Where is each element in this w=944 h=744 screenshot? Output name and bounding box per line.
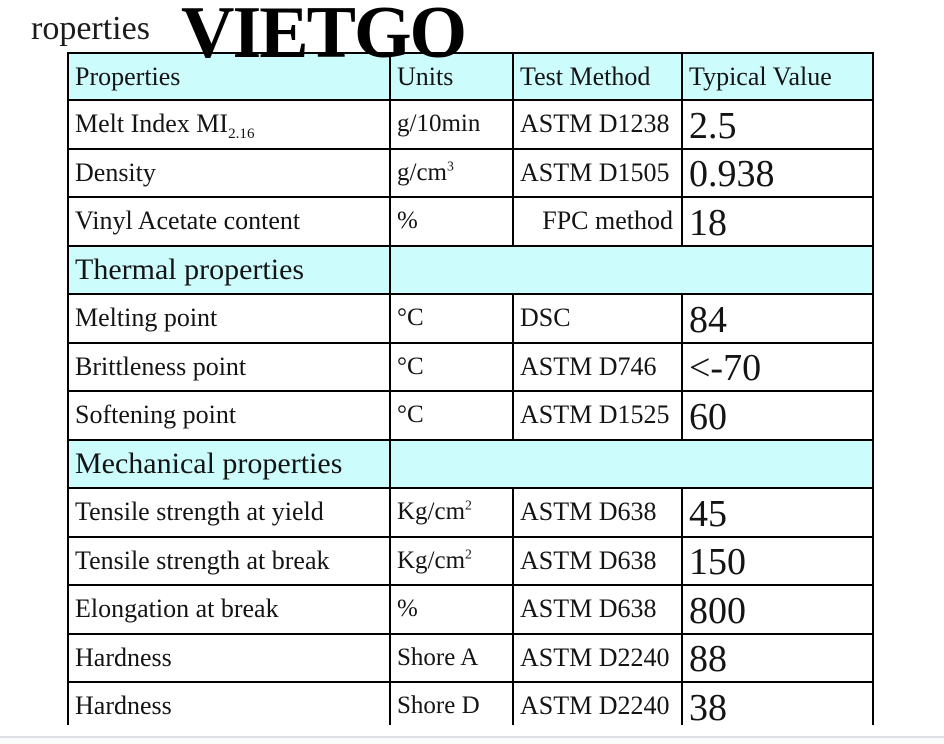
typical-value-cell: 60: [681, 390, 874, 441]
units-cell: Shore A: [389, 632, 514, 683]
units-cell: Shore D: [389, 681, 514, 725]
test-method-cell: ASTM D1505: [512, 147, 683, 198]
units-cell: g/cm3: [389, 147, 514, 198]
typical-value-cell: 84: [681, 293, 874, 344]
test-method-cell: FPC method: [512, 196, 683, 247]
property-cell: Tensile strength at yield: [67, 487, 391, 538]
test-method-cell: ASTM D638: [512, 487, 683, 538]
column-header-test-method: Test Method: [512, 52, 683, 101]
typical-value-cell: 150: [681, 535, 874, 586]
units-cell: %: [389, 584, 514, 635]
table-row: Melt Index MI2.16 g/10min ASTM D1238 2.5: [67, 99, 874, 150]
property-cell: Melt Index MI2.16: [67, 99, 391, 150]
test-method-cell: ASTM D638: [512, 535, 683, 586]
column-header-properties: Properties: [67, 52, 391, 101]
properties-table-container: Properties Units Test Method Typical Value …: [67, 52, 875, 725]
test-method-cell: ASTM D2240: [512, 632, 683, 683]
test-method-cell: DSC: [512, 293, 683, 344]
subscript: 2.16: [228, 126, 255, 143]
table-row: Tensile strength at break Kg/cm2 ASTM D638…: [67, 535, 874, 586]
typical-value-cell: 800: [681, 584, 874, 635]
test-method-cell: ASTM D746: [512, 341, 683, 392]
typical-value-cell: <-70: [681, 341, 874, 392]
test-method-cell: ASTM D1238: [512, 99, 683, 150]
table-row: Elongation at break% ASTM D638 800: [67, 584, 874, 635]
typical-value-cell: 88: [681, 632, 874, 683]
superscript: 3: [447, 158, 454, 174]
superscript: 2: [465, 497, 472, 513]
superscript: 2: [465, 546, 472, 562]
table-row: Density g/cm3 ASTM D1505 0.938: [67, 147, 874, 198]
table-row: Tensile strength at yield Kg/cm2 ASTM D638…: [67, 487, 874, 538]
property-cell: Hardness: [67, 681, 391, 725]
property-cell: Elongation at break: [67, 584, 391, 635]
property-cell: Tensile strength at break: [67, 535, 391, 586]
test-method-cell: ASTM D638: [512, 584, 683, 635]
typical-value-cell: 38: [681, 681, 874, 725]
units-cell: Kg/cm2: [389, 487, 514, 538]
table-row: Hardness Shore D ASTM D2240 38: [67, 681, 874, 725]
section-header-label: Mechanical properties: [67, 438, 391, 489]
units-cell: Kg/cm2: [389, 535, 514, 586]
typical-value-cell: 18: [681, 196, 874, 247]
column-header-units: Units: [389, 52, 514, 101]
table-row: Hardness Shore A ASTM D2240 88: [67, 632, 874, 683]
vietgo-watermark: VIETGO: [181, 0, 467, 74]
typical-value-cell: 2.5: [681, 99, 874, 150]
property-cell: Hardness: [67, 632, 391, 683]
section-header-spacer: [389, 438, 874, 489]
typical-value-cell: 0.938: [681, 147, 874, 198]
table-row: Brittleness point °C ASTM D746 <-70: [67, 341, 874, 392]
units-cell: °C: [389, 341, 514, 392]
section-header-spacer: [389, 244, 874, 295]
page-bottom-edge: [0, 736, 944, 744]
table-header-row: Properties Units Test Method Typical Value: [67, 52, 874, 101]
units-cell: g/10min: [389, 99, 514, 150]
column-header-typical-value: Typical Value: [681, 52, 874, 101]
typical-value-cell: 45: [681, 487, 874, 538]
units-cell: %: [389, 196, 514, 247]
section-row: Mechanical properties: [67, 438, 874, 489]
units-cell: °C: [389, 293, 514, 344]
property-cell: Softening point: [67, 390, 391, 441]
page-title-fragment: roperties: [31, 10, 150, 47]
section-row: Thermal properties: [67, 244, 874, 295]
property-cell: Melting point: [67, 293, 391, 344]
units-cell: °C: [389, 390, 514, 441]
property-cell: Vinyl Acetate content: [67, 196, 391, 247]
properties-table: Properties Units Test Method Typical Value …: [67, 52, 874, 725]
section-header-label: Thermal properties: [67, 244, 391, 295]
property-cell: Density: [67, 147, 391, 198]
table-row: Melting point °C DSC 84: [67, 293, 874, 344]
table-row: Softening point °C ASTM D1525 60: [67, 390, 874, 441]
test-method-cell: ASTM D2240: [512, 681, 683, 725]
property-cell: Brittleness point: [67, 341, 391, 392]
test-method-cell: ASTM D1525: [512, 390, 683, 441]
table-row: Vinyl Acetate content% FPC method 18: [67, 196, 874, 247]
